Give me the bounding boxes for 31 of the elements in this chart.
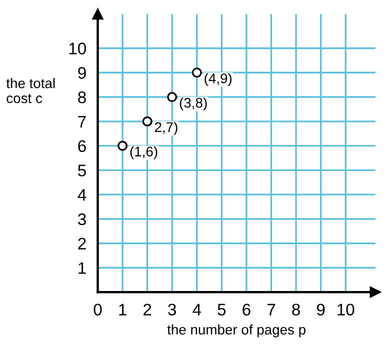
y-tick-label: 2 [78,238,86,250]
x-tick-label: 0 [94,304,102,316]
annotation: 2,7) [154,122,178,135]
y-tick-label: 9 [78,67,86,79]
annotation: (1,6) [130,146,158,160]
x-tick-label: 5 [218,304,226,316]
y-axis-title: the total cost c [6,78,55,104]
y-tick-label: 6 [78,140,86,152]
point [142,116,152,126]
x-tick-label: 6 [242,304,250,316]
x-tick-label: 9 [316,304,325,316]
annotation: (4,9) [204,73,232,86]
x-tick-label: 8 [292,304,300,316]
y-tick-label: 10 [69,42,86,54]
y-tick-label: 4 [78,189,86,201]
x-tick-label: 1 [119,304,126,316]
y-tick-label: 1 [78,262,86,274]
x-tick-label: 3 [168,304,176,316]
x-axis-title: the number of pages p [167,324,306,338]
y-tick-label: 7 [78,116,86,128]
y-tick-label: 8 [78,91,86,104]
y-tick-label: 5 [78,164,86,176]
x-tick-label: 7 [267,304,276,316]
y-tick-label: 3 [78,213,86,226]
annotation: (3,8) [180,97,207,110]
x-tick-label: 10 [338,304,354,316]
point [167,92,178,102]
point [118,140,128,151]
x-tick-label: 2 [144,304,152,316]
x-tick-label: 4 [192,304,202,316]
point [192,68,202,78]
